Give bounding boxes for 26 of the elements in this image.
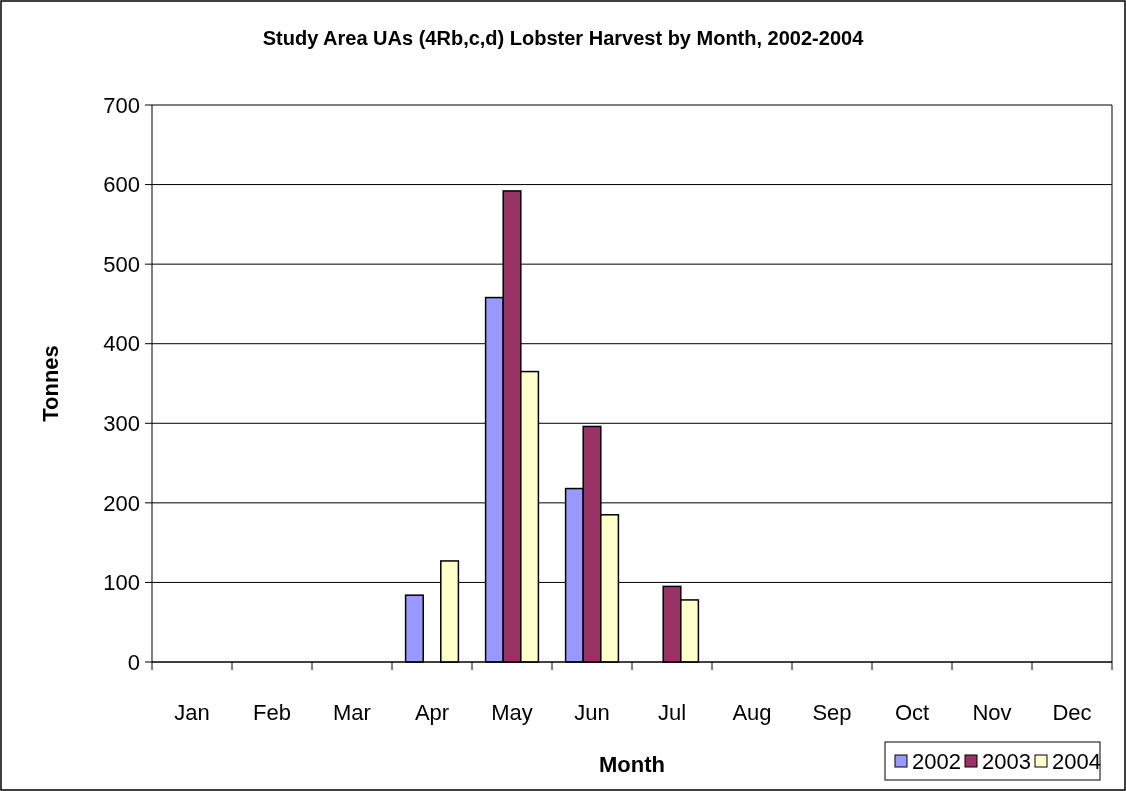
y-tick-label: 400 [103, 331, 140, 357]
y-axis-title: Tonnes [38, 345, 63, 422]
y-tick-label: 300 [103, 410, 140, 436]
legend-label: 2004 [1052, 748, 1101, 774]
x-axis-title: Month [599, 752, 665, 777]
x-tick-label: Apr [414, 700, 450, 725]
x-tick-label: Aug [732, 700, 772, 725]
y-tick-label: 200 [103, 490, 140, 516]
chart-title: Study Area UAs (4Rb,c,d) Lobster Harvest by Month, 2002-2004 [262, 27, 865, 49]
x-tick-label: Oct [894, 700, 930, 725]
x-tick-label: Feb [253, 700, 291, 725]
x-tick-label: Mar [333, 700, 371, 725]
y-tick-label: 500 [103, 251, 140, 277]
x-tick-label: Sep [812, 700, 852, 725]
x-tick-label: Jan [174, 700, 210, 725]
x-tick-label: Nov [972, 700, 1012, 725]
y-tick-label: 600 [103, 172, 140, 198]
legend-label: 2002 [912, 748, 961, 774]
x-tick-label: May [491, 700, 533, 725]
y-tick-label: 0 [127, 649, 140, 675]
legend-label: 2003 [982, 748, 1031, 774]
y-tick-label: 100 [103, 570, 140, 596]
x-tick-label: Dec [1052, 700, 1092, 725]
y-tick-label: 700 [103, 92, 140, 118]
x-tick-label: Jul [657, 700, 687, 725]
x-tick-label: Jun [574, 700, 610, 725]
